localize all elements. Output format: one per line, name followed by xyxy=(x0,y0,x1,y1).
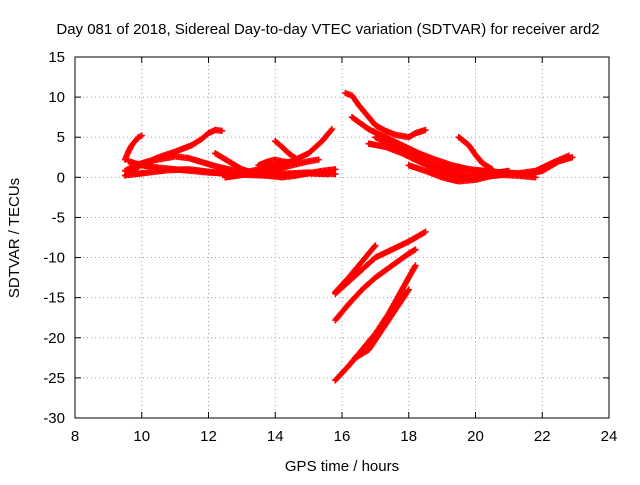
data-point xyxy=(488,166,496,173)
data-point xyxy=(412,246,419,253)
data-point xyxy=(328,126,336,133)
series-1 xyxy=(121,132,145,163)
data-points xyxy=(121,89,576,384)
x-tick-label: 8 xyxy=(71,428,79,445)
series-17 xyxy=(455,134,496,173)
x-tick-label: 12 xyxy=(200,428,217,445)
series-10 xyxy=(221,156,322,181)
x-tick-label: 14 xyxy=(267,428,284,445)
axis-ticks: 8 10 12 14 16 18 20 22 24 -30 -25 -20 -15 -10 -5 0 5 10 15 xyxy=(43,49,617,445)
series-19 xyxy=(332,242,379,296)
y-tick-label: 5 xyxy=(57,129,65,146)
y-tick-label: -10 xyxy=(43,250,65,267)
data-point xyxy=(405,286,412,293)
data-point xyxy=(371,243,378,250)
data-point xyxy=(422,126,429,134)
y-axis-label: SDTVAR / TECUs xyxy=(6,178,23,298)
chart-title: Day 081 of 2018, Sidereal Day-to-day VTE… xyxy=(56,21,599,38)
y-tick-label: -20 xyxy=(43,330,65,347)
y-tick-label: -25 xyxy=(43,370,65,387)
x-tick-label: 24 xyxy=(601,428,618,445)
x-tick-label: 10 xyxy=(133,428,150,445)
data-point xyxy=(422,228,429,236)
data-point xyxy=(218,127,226,135)
series-22 xyxy=(352,286,412,362)
x-tick-label: 16 xyxy=(334,428,351,445)
series-11 xyxy=(342,89,429,141)
y-tick-label: 15 xyxy=(48,49,65,66)
y-tick-label: 10 xyxy=(48,89,65,106)
x-tick-label: 22 xyxy=(534,428,551,445)
y-tick-label: 0 xyxy=(57,169,65,186)
data-point xyxy=(412,262,419,269)
y-tick-label: -5 xyxy=(52,209,65,226)
data-point xyxy=(569,154,576,161)
data-point xyxy=(565,152,573,159)
series-5 xyxy=(121,153,246,175)
x-axis-label: GPS time / hours xyxy=(285,458,399,475)
data-point xyxy=(138,132,145,139)
x-tick-label: 18 xyxy=(400,428,417,445)
x-tick-label: 20 xyxy=(467,428,484,445)
data-point xyxy=(372,242,379,249)
y-tick-label: -15 xyxy=(43,290,65,307)
series-18 xyxy=(332,228,429,297)
data-point xyxy=(332,166,339,173)
series-20 xyxy=(332,246,419,324)
y-tick-label: -30 xyxy=(43,410,65,427)
data-point xyxy=(315,156,322,163)
grid-lines xyxy=(75,57,609,418)
